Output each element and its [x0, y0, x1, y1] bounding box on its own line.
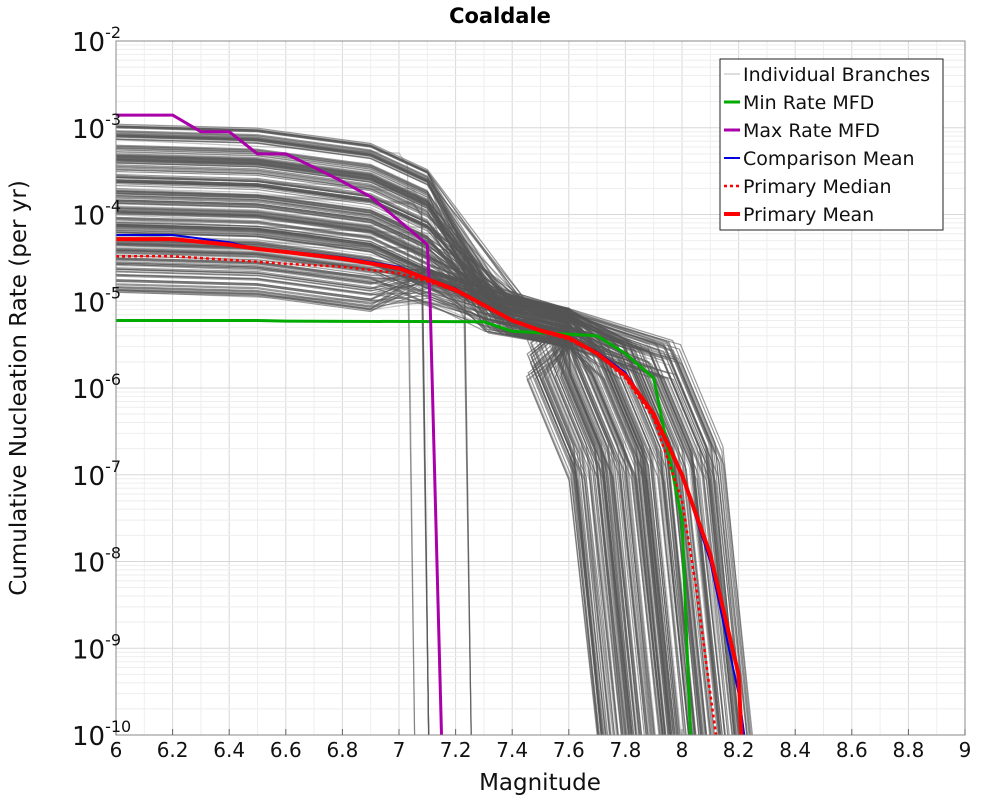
branch-line	[115, 127, 661, 736]
series-line-primary-median	[116, 255, 718, 736]
branch-line	[115, 230, 617, 736]
branch-line	[115, 134, 637, 736]
y-tick-exponent: -9	[105, 630, 121, 649]
branch-line	[115, 254, 472, 736]
x-tick-label: 8	[676, 738, 689, 762]
branch-line	[115, 130, 666, 736]
branch-line	[115, 249, 700, 736]
branch-line	[115, 229, 676, 736]
branch-line	[115, 263, 430, 736]
legend-label: Primary Mean	[743, 204, 874, 226]
y-tick-exponent: -7	[105, 457, 121, 476]
legend-box	[719, 58, 944, 231]
branch-line	[115, 261, 739, 736]
x-tick-label: 6.2	[157, 738, 189, 762]
x-tick-label: 8.4	[779, 738, 811, 762]
y-tick-label: 10-4	[72, 197, 121, 232]
x-tick-label: 6	[110, 738, 123, 762]
series-line-primary-mean	[116, 237, 744, 736]
y-tick-base: 10	[72, 722, 105, 752]
branch-line	[115, 238, 673, 736]
x-tick-label: 7.6	[553, 738, 585, 762]
branch-line	[115, 138, 685, 736]
x-tick-label: 7.8	[609, 738, 641, 762]
branch-line	[115, 217, 733, 736]
y-tick-base: 10	[72, 28, 105, 58]
branch-line	[115, 236, 472, 736]
y-tick-label: 10-2	[72, 23, 121, 58]
x-tick-label: 8.6	[836, 738, 868, 762]
branch-line	[115, 237, 430, 736]
branch-line	[115, 210, 603, 736]
branch-line	[115, 289, 472, 736]
y-tick-base: 10	[72, 635, 105, 665]
x-tick-label: 7.2	[440, 738, 472, 762]
branch-line	[115, 238, 680, 736]
branch-line	[115, 196, 741, 736]
y-tick-exponent: -8	[105, 544, 121, 563]
y-tick-base: 10	[72, 462, 105, 492]
series-lines	[116, 113, 746, 736]
branch-line	[115, 214, 472, 736]
branch-line	[115, 156, 601, 736]
branch-line	[115, 226, 664, 736]
branch-line	[115, 176, 673, 736]
x-tick-label: 6.8	[326, 738, 358, 762]
branch-line	[115, 268, 638, 736]
x-tick-label: 9	[959, 738, 972, 762]
branch-line	[115, 291, 472, 736]
branch-line	[115, 126, 611, 736]
x-tick-label: 7	[393, 738, 406, 762]
legend-label: Primary Median	[743, 176, 892, 198]
x-axis-ticks: 6 6.2 6.4 6.6 6.8 7 7.2 7.4 7.6 7.8 8 8.2 8.4 8.6 8.8 9	[110, 729, 972, 762]
chart-title: Coaldale	[449, 4, 551, 28]
legend: Individual Branches Min Rate MFD Max Rate …	[719, 58, 944, 231]
y-tick-base: 10	[72, 549, 105, 579]
branch-line	[115, 224, 430, 736]
y-tick-exponent: -4	[105, 197, 121, 216]
branch-line	[115, 153, 649, 736]
y-tick-label: 10-5	[72, 283, 121, 318]
y-tick-base: 10	[72, 115, 105, 145]
x-tick-label: 6.4	[213, 738, 245, 762]
legend-label: Individual Branches	[743, 64, 930, 86]
y-tick-label: 10-8	[72, 544, 121, 579]
plot-frame	[115, 40, 966, 736]
y-tick-label: 10-10	[72, 717, 131, 752]
y-tick-exponent: -5	[105, 283, 121, 302]
branch-line	[115, 189, 430, 736]
series-line-max-rate-mfd	[116, 113, 443, 736]
x-tick-label: 8.2	[723, 738, 755, 762]
legend-label: Comparison Mean	[743, 148, 915, 170]
branch-line	[115, 154, 664, 736]
y-tick-base: 10	[72, 288, 105, 318]
x-axis-label: Magnitude	[479, 770, 601, 796]
branch-line	[115, 139, 416, 736]
branch-line	[115, 252, 599, 736]
y-tick-exponent: -10	[105, 717, 131, 736]
branch-line	[115, 160, 716, 736]
branch-line	[115, 217, 631, 736]
x-tick-label: 8.8	[892, 738, 924, 762]
y-axis-label: Cumulative Nucleation Rate (per yr)	[6, 180, 32, 596]
legend-label: Min Rate MFD	[743, 92, 874, 114]
y-tick-base: 10	[72, 202, 105, 232]
branch-line	[115, 279, 664, 736]
y-tick-exponent: -3	[105, 110, 121, 129]
x-tick-label: 6.6	[270, 738, 302, 762]
y-tick-label: 10-6	[72, 370, 121, 405]
y-tick-label: 10-9	[72, 630, 121, 665]
branch-line	[115, 177, 430, 736]
branch-line	[115, 287, 622, 736]
y-tick-exponent: -2	[105, 23, 121, 42]
y-tick-label: 10-7	[72, 457, 121, 492]
y-tick-base: 10	[72, 375, 105, 405]
branch-line	[115, 225, 627, 736]
y-tick-label: 10-3	[72, 110, 121, 145]
x-tick-label: 7.4	[496, 738, 528, 762]
y-tick-exponent: -6	[105, 370, 121, 389]
legend-label: Max Rate MFD	[743, 120, 880, 142]
